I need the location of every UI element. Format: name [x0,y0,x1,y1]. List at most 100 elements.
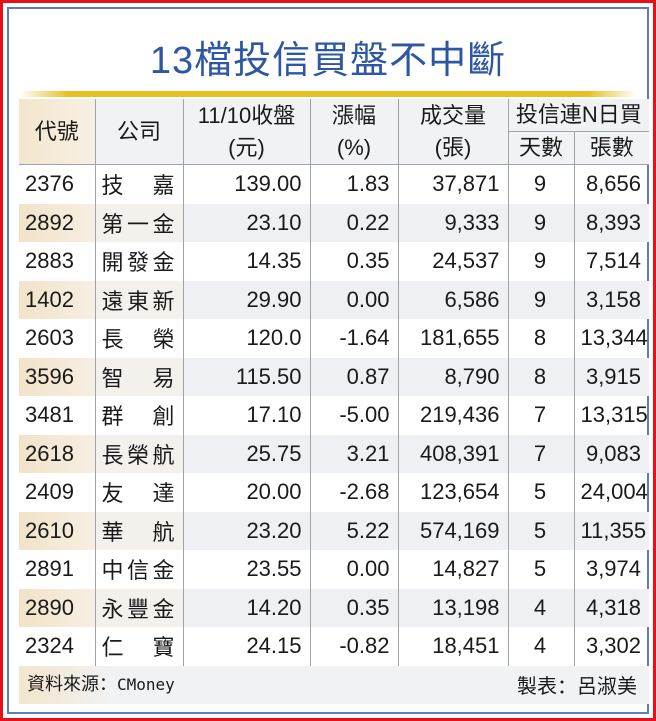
cell-volume: 18,451 [398,627,509,666]
table-row: 2603 長榮 120.0 -1.64 181,655 8 13,344 [19,319,649,358]
header-volume-line2: (張) [434,134,472,160]
header-close-line1: 11/10收盤 [197,102,296,128]
cell-change: 0.22 [310,203,399,242]
cell-close: 23.55 [183,550,311,589]
cell-code: 2603 [19,319,96,358]
cell-volume: 8,790 [398,357,509,396]
header-trust-days: 天數 [508,131,575,165]
cell-company: 遠東新 [95,280,184,319]
cell-days: 4 [508,588,575,627]
cell-lots: 8,656 [585,171,642,197]
cell-volume: 408,391 [398,434,509,473]
cell-days: 4 [508,627,575,666]
cell-volume: 37,871 [398,164,509,204]
header-code-label: 代號 [34,118,79,144]
cell-code: 2376 [19,164,96,204]
cell-close: 24.15 [183,627,311,666]
cell-lots: 11,355 [574,511,650,550]
cell-change: 0.00 [310,550,399,589]
table-row: 2892 第一金 23.10 0.22 9,333 9 8,393 [19,203,650,242]
header-volume: 成交量 (張) [398,99,509,165]
cell-volume: 574,169 [398,511,509,550]
table-row: 2891 中信金 23.55 0.00 14,827 5 3,974 [19,550,649,589]
cell-code: 2883 [19,242,96,281]
cell-change: 0.00 [310,280,399,319]
cell-change: -1.64 [310,319,399,358]
cell-company: 長榮航 [95,434,184,473]
gold-divider [19,91,637,97]
header-company: 公司 [95,99,184,165]
cell-change: 0.35 [310,242,399,281]
cell-lots: 3,974 [585,556,642,582]
cell-code: 2324 [19,627,96,666]
cell-company: 技嘉 [95,164,184,204]
header-row: 代號 公司 11/10收盤 (元) 漲幅 (%) 成交量 (張) 投信連N日買 [19,99,650,165]
cell-days: 5 [508,550,575,589]
header-change: 漲幅 (%) [310,99,399,165]
cell-days: 9 [508,280,575,319]
cell-lots: 13,344 [580,325,648,351]
cell-close: 23.10 [183,203,311,242]
source-label: 資料來源： [27,674,117,694]
table-row: 3481 群創 17.10 -5.00 219,436 7 13,315 [19,396,649,435]
cell-change: 0.87 [310,357,399,396]
cell-code: 3481 [19,396,96,435]
cell-volume: 24,537 [398,242,509,281]
cell-days: 5 [508,473,575,512]
cell-days: 9 [508,203,575,242]
table-row: 2409 友達 20.00 -2.68 123,654 5 24,004 [19,473,649,512]
cell-code: 2892 [19,203,96,242]
header-trust-group: 投信連N日買 [508,99,650,132]
cell-change: 1.83 [310,164,399,204]
cell-company: 中信金 [95,550,184,589]
cell-days: 7 [508,396,575,435]
cell-volume: 181,655 [398,319,509,358]
cell-company: 長榮 [95,319,184,358]
header-change-line2: (%) [336,134,372,160]
cell-close: 20.00 [183,473,311,512]
cell-lots: 8,393 [574,203,650,242]
cell-close: 14.35 [183,242,311,281]
table-row: 2883 開發金 14.35 0.35 24,537 9 7,514 [19,242,649,281]
cell-volume: 13,198 [398,588,509,627]
page-title: 13檔投信買盤不中斷 [149,40,507,82]
cell-change: 0.35 [310,588,399,627]
cell-company: 友達 [95,473,184,512]
header-code: 代號 [19,99,96,165]
cell-days: 5 [508,511,575,550]
cell-close: 25.75 [183,434,311,473]
source-credit: 資料來源：CMoney [25,670,175,696]
table-row: 2890 永豐金 14.20 0.35 13,198 4 4,318 [19,588,650,627]
cell-code: 3596 [19,357,96,396]
cell-company: 仁寶 [95,627,184,666]
cell-close: 17.10 [183,396,311,435]
cell-lots: 9,083 [574,434,650,473]
header-close: 11/10收盤 (元) [183,99,311,165]
cell-lots: 13,315 [580,402,648,428]
stock-table: 代號 公司 11/10收盤 (元) 漲幅 (%) 成交量 (張) 投信連N日買 [19,99,650,704]
cell-close: 14.20 [183,588,311,627]
cell-close: 139.00 [183,164,311,204]
cell-code: 2891 [19,550,96,589]
table-body: 2376 技嘉 139.00 1.83 37,871 9 8,656 2892 第一金 23.10… [19,164,650,666]
cell-company: 開發金 [95,242,184,281]
cell-volume: 14,827 [398,550,509,589]
table-row: 3596 智易 115.50 0.87 8,790 8 3,915 [19,357,650,396]
cell-company: 第一金 [95,203,184,242]
cell-company: 智易 [95,357,184,396]
cell-days: 8 [508,319,575,358]
footer-cell: 資料來源：CMoney 製表：呂淑美 [19,665,650,704]
maker-credit: 製表：呂淑美 [517,676,638,698]
cell-days: 9 [508,242,575,281]
table-row: 2324 仁寶 24.15 -0.82 18,451 4 3,302 [19,627,649,666]
cell-days: 9 [508,164,575,204]
cell-volume: 9,333 [398,203,509,242]
cell-lots: 3,302 [585,633,642,659]
cell-code: 1402 [19,280,96,319]
cell-lots: 7,514 [585,248,642,274]
cell-code: 2610 [19,511,96,550]
source-name: CMoney [117,675,175,694]
infographic-frame: 13檔投信買盤不中斷 代號 公司 11/10收盤 (元) [7,7,650,714]
header-subrow: 天數 張數 [19,131,650,165]
header-company-label: 公司 [116,118,161,144]
